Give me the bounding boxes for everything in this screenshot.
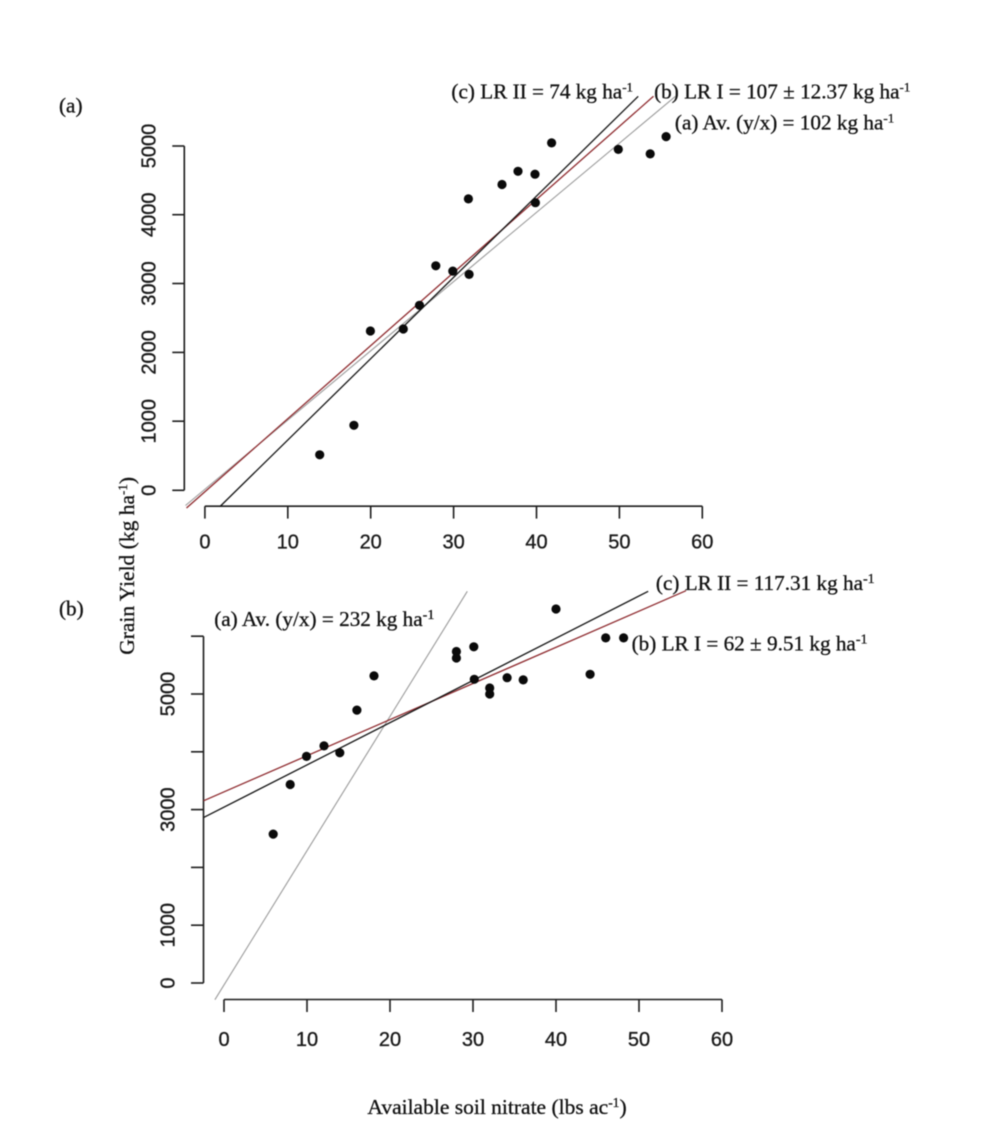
svg-text:60: 60 <box>691 531 713 553</box>
svg-text:5000: 5000 <box>138 124 160 169</box>
svg-text:(c) LR II = 117.31 kg ha-1: (c) LR II = 117.31 kg ha-1 <box>656 571 875 595</box>
svg-text:4000: 4000 <box>138 192 160 237</box>
svg-text:0: 0 <box>138 485 160 496</box>
svg-text:30: 30 <box>462 1029 484 1051</box>
svg-text:0: 0 <box>157 977 179 988</box>
svg-text:(b) LR I = 107 ± 12.37 kg ha-1: (b) LR I = 107 ± 12.37 kg ha-1 <box>654 80 910 104</box>
svg-text:40: 40 <box>525 531 547 553</box>
svg-text:3000: 3000 <box>157 787 179 832</box>
svg-text:Available soil nitrate (lbs ac: Available soil nitrate (lbs ac-1) <box>367 1095 626 1119</box>
svg-text:Grain Yield (kg ha-1): Grain Yield (kg ha-1) <box>115 477 139 655</box>
svg-text:(b): (b) <box>59 597 84 621</box>
svg-text:1000: 1000 <box>157 903 179 948</box>
svg-text:(a) Av. (y/x) = 102 kg ha-1: (a) Av. (y/x) = 102 kg ha-1 <box>675 111 894 135</box>
svg-text:10: 10 <box>296 1029 318 1051</box>
svg-text:(a): (a) <box>59 94 83 118</box>
svg-text:5000: 5000 <box>157 672 179 717</box>
svg-text:10: 10 <box>277 531 299 553</box>
svg-text:50: 50 <box>608 531 630 553</box>
svg-text:20: 20 <box>379 1029 401 1051</box>
svg-text:0: 0 <box>199 531 210 553</box>
svg-text:3000: 3000 <box>138 261 160 306</box>
svg-text:20: 20 <box>360 531 382 553</box>
svg-text:0: 0 <box>218 1029 229 1051</box>
svg-text:60: 60 <box>711 1029 733 1051</box>
svg-text:2000: 2000 <box>138 330 160 375</box>
svg-text:(a) Av. (y/x) = 232 kg ha-1: (a) Av. (y/x) = 232 kg ha-1 <box>214 607 434 631</box>
svg-text:(b) LR I = 62 ± 9.51 kg ha-1: (b) LR I = 62 ± 9.51 kg ha-1 <box>632 631 868 655</box>
svg-text:40: 40 <box>545 1029 567 1051</box>
svg-text:(c) LR II = 74 kg ha-1: (c) LR II = 74 kg ha-1 <box>451 80 633 104</box>
svg-text:50: 50 <box>628 1029 650 1051</box>
svg-text:30: 30 <box>442 531 464 553</box>
svg-text:1000: 1000 <box>138 399 160 444</box>
